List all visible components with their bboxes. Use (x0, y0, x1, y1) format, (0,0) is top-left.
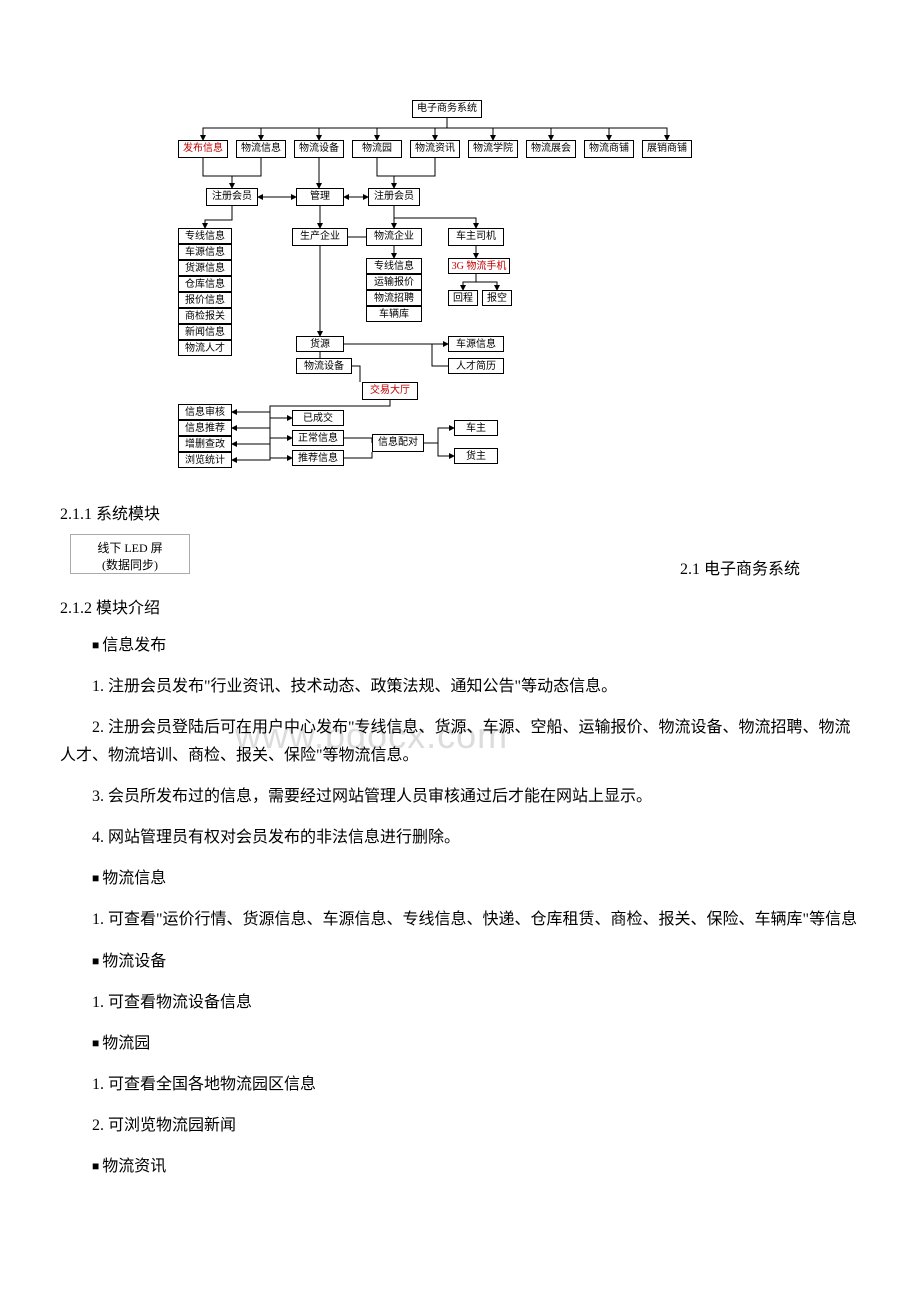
flowchart-node: 车辆库 (366, 306, 422, 322)
flowchart-node: 物流设备 (296, 358, 352, 374)
flowchart-node: 浏览统计 (178, 452, 232, 468)
flowchart-node: 物流信息 (236, 140, 286, 158)
figure-caption: 2.1 电子商务系统 (680, 555, 800, 579)
flowchart-node: 交易大厅 (362, 382, 418, 400)
flowchart-node: 物流学院 (468, 140, 518, 158)
bullet-logistics-info: 物流信息 (92, 865, 860, 892)
flowchart-node: 专线信息 (366, 258, 422, 274)
led-panel-box: 线下 LED 屏 (数据同步) (70, 534, 190, 574)
flowchart-node: 物流展会 (526, 140, 576, 158)
led-line2: (数据同步) (71, 557, 189, 574)
heading-212: 2.1.2 模块介绍 (60, 594, 860, 618)
flowchart-node: 展销商铺 (642, 140, 692, 158)
flowchart-node: 物流设备 (294, 140, 344, 158)
flowchart-node: 增删查改 (178, 436, 232, 452)
info-publish-p2: 2. 注册会员登陆后可在用户中心发布"专线信息、货源、车源、空船、运输报价、物流… (60, 714, 860, 768)
flowchart-node: 信息审核 (178, 404, 232, 420)
flowchart-node: 3G 物流手机 (448, 258, 510, 274)
flowchart-node: 信息推荐 (178, 420, 232, 436)
bullet-info-publish: 信息发布 (92, 632, 860, 659)
flowchart-node: 注册会员 (368, 188, 420, 206)
ecommerce-system-flowchart: 电子商务系统发布信息物流信息物流设备物流园物流资讯物流学院物流展会物流商铺展销商… (170, 100, 690, 480)
flowchart-node: 电子商务系统 (412, 100, 482, 118)
flowchart-node: 物流资讯 (410, 140, 460, 158)
flowchart-node: 货源 (296, 336, 344, 352)
info-publish-p3: 3. 会员所发布过的信息，需要经过网站管理人员审核通过后才能在网站上显示。 (60, 783, 860, 810)
heading-211: 2.1.1 系统模块 (60, 500, 860, 524)
logistics-park-p1: 1. 可查看全国各地物流园区信息 (60, 1071, 860, 1098)
bullet-logistics-park: 物流园 (92, 1030, 860, 1057)
flowchart-node: 人才简历 (448, 358, 504, 374)
flowchart-node: 发布信息 (178, 140, 228, 158)
flowchart-node: 物流招聘 (366, 290, 422, 306)
info-publish-p4: 4. 网站管理员有权对会员发布的非法信息进行删除。 (60, 824, 860, 851)
flowchart-node: 推荐信息 (292, 450, 344, 466)
flowchart-node: 车主 (454, 420, 498, 436)
flowchart-node: 新闻信息 (178, 324, 232, 340)
flowchart-node: 车源信息 (178, 244, 232, 260)
logistics-info-p1: 1. 可查看"运价行情、货源信息、车源信息、专线信息、快递、仓库租赁、商检、报关… (60, 906, 860, 933)
flowchart-node: 生产企业 (292, 228, 348, 246)
bullet-logistics-equip: 物流设备 (92, 948, 860, 975)
flowchart-node: 专线信息 (178, 228, 232, 244)
flowchart-node: 物流企业 (366, 228, 422, 246)
info-publish-p1: 1. 注册会员发布"行业资讯、技术动态、政策法规、通知公告"等动态信息。 (60, 673, 860, 700)
flowchart-node: 已成交 (292, 410, 344, 426)
flowchart-node: 正常信息 (292, 430, 344, 446)
flowchart-node: 车主司机 (448, 228, 504, 246)
flowchart-node: 物流人才 (178, 340, 232, 356)
bullet-logistics-news: 物流资讯 (92, 1153, 860, 1180)
flowchart-node: 报价信息 (178, 292, 232, 308)
flowchart-node: 信息配对 (372, 434, 424, 452)
flowchart-node: 商检报关 (178, 308, 232, 324)
logistics-park-p2: 2. 可浏览物流园新闻 (60, 1112, 860, 1139)
flowchart-node: 注册会员 (206, 188, 258, 206)
flowchart-node: 仓库信息 (178, 276, 232, 292)
flowchart-node: 货主 (454, 448, 498, 464)
flowchart-node: 运输报价 (366, 274, 422, 290)
flowchart-node: 货源信息 (178, 260, 232, 276)
logistics-equip-p1: 1. 可查看物流设备信息 (60, 989, 860, 1016)
led-line1: 线下 LED 屏 (71, 540, 189, 557)
flowchart-node: 物流园 (352, 140, 402, 158)
flowchart-node: 回程 (448, 290, 478, 306)
flowchart-node: 物流商铺 (584, 140, 634, 158)
flowchart-node: 报空 (482, 290, 512, 306)
flowchart-node: 管理 (296, 188, 344, 206)
flowchart-node: 车源信息 (448, 336, 504, 352)
